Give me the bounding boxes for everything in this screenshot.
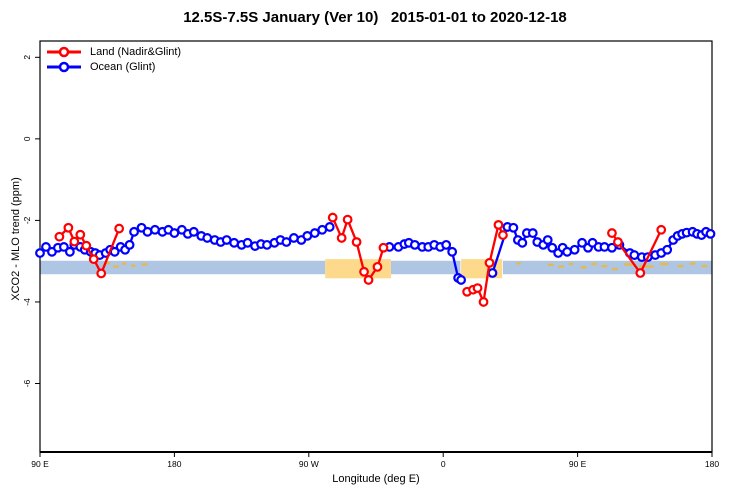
- ocean-data-point: [508, 222, 519, 233]
- land-data-point: [69, 236, 80, 247]
- ocean-data-point: [324, 222, 335, 232]
- band-speck: [516, 261, 521, 265]
- band-speck: [568, 262, 574, 266]
- band-speck: [677, 264, 684, 268]
- band-speck: [131, 264, 136, 267]
- ocean-data-point: [662, 244, 673, 255]
- ocean-data-point: [309, 228, 320, 238]
- ocean-data-point: [542, 235, 553, 245]
- legend-item-ocean: Ocean (Glint): [46, 60, 181, 74]
- x-tick-label: 180: [167, 459, 181, 469]
- land-data-point: [96, 268, 107, 279]
- band-speck: [623, 263, 635, 266]
- band-speck: [122, 262, 127, 265]
- band-speck: [611, 267, 618, 271]
- band-speck: [580, 266, 587, 269]
- band-speck: [547, 263, 554, 267]
- band-speck: [113, 265, 120, 268]
- x-tick-label: 90 W: [299, 459, 319, 469]
- highlight-band: [502, 260, 712, 275]
- band-speck: [105, 261, 111, 265]
- land-series-swatch-icon: [47, 46, 81, 58]
- land-data-point: [63, 222, 74, 233]
- ocean-data-point: [527, 228, 538, 238]
- legend-label-ocean: Ocean (Glint): [90, 61, 156, 73]
- land-data-point: [327, 212, 338, 223]
- y-tick-label: -2: [22, 216, 32, 224]
- ocean-data-point: [705, 228, 716, 239]
- land-data-point: [359, 266, 369, 277]
- x-axis-title: Longitude (deg E): [332, 473, 420, 485]
- land-data-point: [372, 261, 383, 272]
- ocean-series-swatch-icon: [47, 61, 81, 73]
- ocean-data-point: [517, 237, 528, 248]
- ocean-data-point: [547, 242, 558, 253]
- land-data-point: [75, 229, 86, 240]
- y-axis-title: XCO2 - MLO trend (ppm): [10, 177, 22, 301]
- ocean-data-point: [41, 242, 51, 252]
- land-data-point: [607, 228, 617, 238]
- land-data-point: [114, 223, 125, 234]
- ocean-data-point: [169, 228, 180, 238]
- land-data-point: [88, 254, 99, 265]
- ocean-data-point: [64, 246, 75, 257]
- highlight-band: [390, 260, 461, 275]
- land-data-point: [351, 237, 362, 247]
- ocean-data-point: [487, 268, 498, 278]
- ocean-data-point: [188, 226, 199, 237]
- band-speck: [638, 265, 654, 268]
- land-data-point: [635, 268, 646, 278]
- ocean-data-point: [569, 244, 580, 255]
- band-speck: [701, 264, 708, 268]
- land-data-point: [656, 224, 667, 235]
- land-data-point: [81, 240, 92, 251]
- ocean-data-point: [242, 237, 253, 248]
- ocean-data-point: [35, 248, 45, 258]
- highlight-band: [40, 260, 326, 275]
- land-data-point: [378, 242, 389, 253]
- land-data-point: [493, 219, 504, 230]
- x-tick-label: 90 E: [31, 459, 49, 469]
- ocean-data-point: [577, 237, 587, 248]
- band-speck: [659, 262, 669, 266]
- ocean-data-point: [441, 239, 452, 250]
- x-tick-label: 180: [705, 459, 719, 469]
- band-speck: [591, 262, 598, 266]
- land-data-point: [336, 233, 347, 243]
- band-speck: [558, 265, 565, 268]
- land-data-point: [472, 283, 483, 293]
- band-speck: [141, 263, 148, 266]
- land-data-point: [484, 257, 495, 268]
- ocean-data-point: [58, 242, 69, 252]
- land-data-point: [54, 231, 65, 242]
- legend: Land (Nadir&Glint) Ocean (Glint): [46, 45, 181, 74]
- ocean-data-point: [447, 246, 458, 257]
- band-speck: [601, 264, 608, 268]
- y-tick-label: 2: [22, 55, 32, 60]
- land-data-point: [498, 230, 508, 240]
- land-data-point: [478, 297, 489, 307]
- y-tick-label: -4: [22, 298, 32, 306]
- ocean-data-point: [281, 237, 292, 247]
- ocean-data-point: [456, 275, 467, 285]
- ocean-data-point: [129, 226, 139, 237]
- x-tick-label: 90 E: [569, 459, 587, 469]
- chart-title: 12.5S-7.5S January (Ver 10) 2015-01-01 t…: [183, 9, 567, 26]
- legend-label-land: Land (Nadir&Glint): [90, 46, 182, 58]
- band-speck: [689, 262, 696, 265]
- land-data-point: [613, 237, 623, 247]
- ocean-data-point: [124, 239, 135, 250]
- land-data-point: [363, 275, 374, 285]
- land-series-line: [610, 228, 663, 275]
- y-tick-label: 0: [22, 136, 32, 141]
- y-tick-label: -6: [22, 379, 32, 387]
- legend-item-land: Land (Nadir&Glint): [46, 45, 181, 59]
- land-data-point: [342, 214, 353, 225]
- x-tick-label: 0: [441, 459, 446, 469]
